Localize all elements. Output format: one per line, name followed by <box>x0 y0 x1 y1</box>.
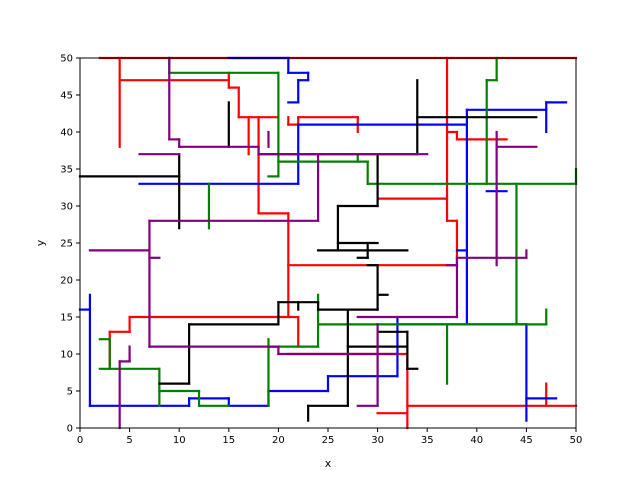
chart-lines <box>78 56 578 430</box>
series-2 <box>98 56 578 407</box>
plot-frame <box>79 57 577 429</box>
x-tick-label-5: 5 <box>126 435 132 446</box>
series-4 <box>88 56 538 430</box>
x-tick-label-25: 25 <box>322 435 335 446</box>
y-tick-label-25: 25 <box>60 239 73 250</box>
x-tick-label-30: 30 <box>371 435 384 446</box>
y-tick-label-35: 35 <box>60 165 73 176</box>
x-tick-label-40: 40 <box>470 435 483 446</box>
y-axis-ticks: 0 5 10 15 20 25 30 35 40 45 50 <box>60 54 80 435</box>
y-tick-label-30: 30 <box>60 202 73 213</box>
y-tick-label-50: 50 <box>60 54 73 65</box>
y-axis-label: y <box>34 239 47 246</box>
y-tick-label-15: 15 <box>60 313 73 324</box>
x-tick-label-20: 20 <box>272 435 285 446</box>
y-tick-label-45: 45 <box>60 91 73 102</box>
x-tick-label-35: 35 <box>421 435 434 446</box>
x-axis-label: x <box>325 457 332 470</box>
x-axis-ticks: 0 5 10 15 20 25 30 35 40 45 50 <box>77 428 583 446</box>
x-tick-label-0: 0 <box>77 435 83 446</box>
series-1 <box>78 56 568 422</box>
x-tick-label-50: 50 <box>570 435 583 446</box>
y-tick-label-10: 10 <box>60 350 73 361</box>
y-tick-label-0: 0 <box>67 424 73 435</box>
y-tick-label-40: 40 <box>60 128 73 139</box>
y-tick-label-5: 5 <box>67 387 73 398</box>
y-tick-label-20: 20 <box>60 276 73 287</box>
x-tick-label-10: 10 <box>173 435 186 446</box>
x-tick-label-45: 45 <box>520 435 533 446</box>
x-tick-label-15: 15 <box>222 435 235 446</box>
